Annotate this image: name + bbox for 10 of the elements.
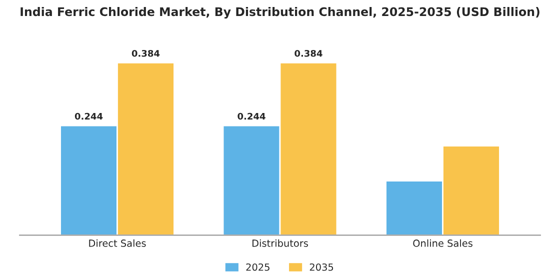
data-label: 0.244 xyxy=(238,112,266,120)
x-tick-label: Distributors xyxy=(252,239,308,247)
data-label: 0.384 xyxy=(132,50,160,57)
x-tick-label: Online Sales xyxy=(413,239,472,247)
data-label: 0.244 xyxy=(74,112,103,120)
legend-label: 2035 xyxy=(310,263,334,271)
chart-title: India Ferric Chloride Market, By Distribution Channel, 2025-2035 (USD Billion) xyxy=(20,7,540,19)
data-label: 0.384 xyxy=(294,50,322,57)
x-tick-label: Direct Sales xyxy=(89,239,146,247)
legend-label: 2025 xyxy=(246,263,270,271)
